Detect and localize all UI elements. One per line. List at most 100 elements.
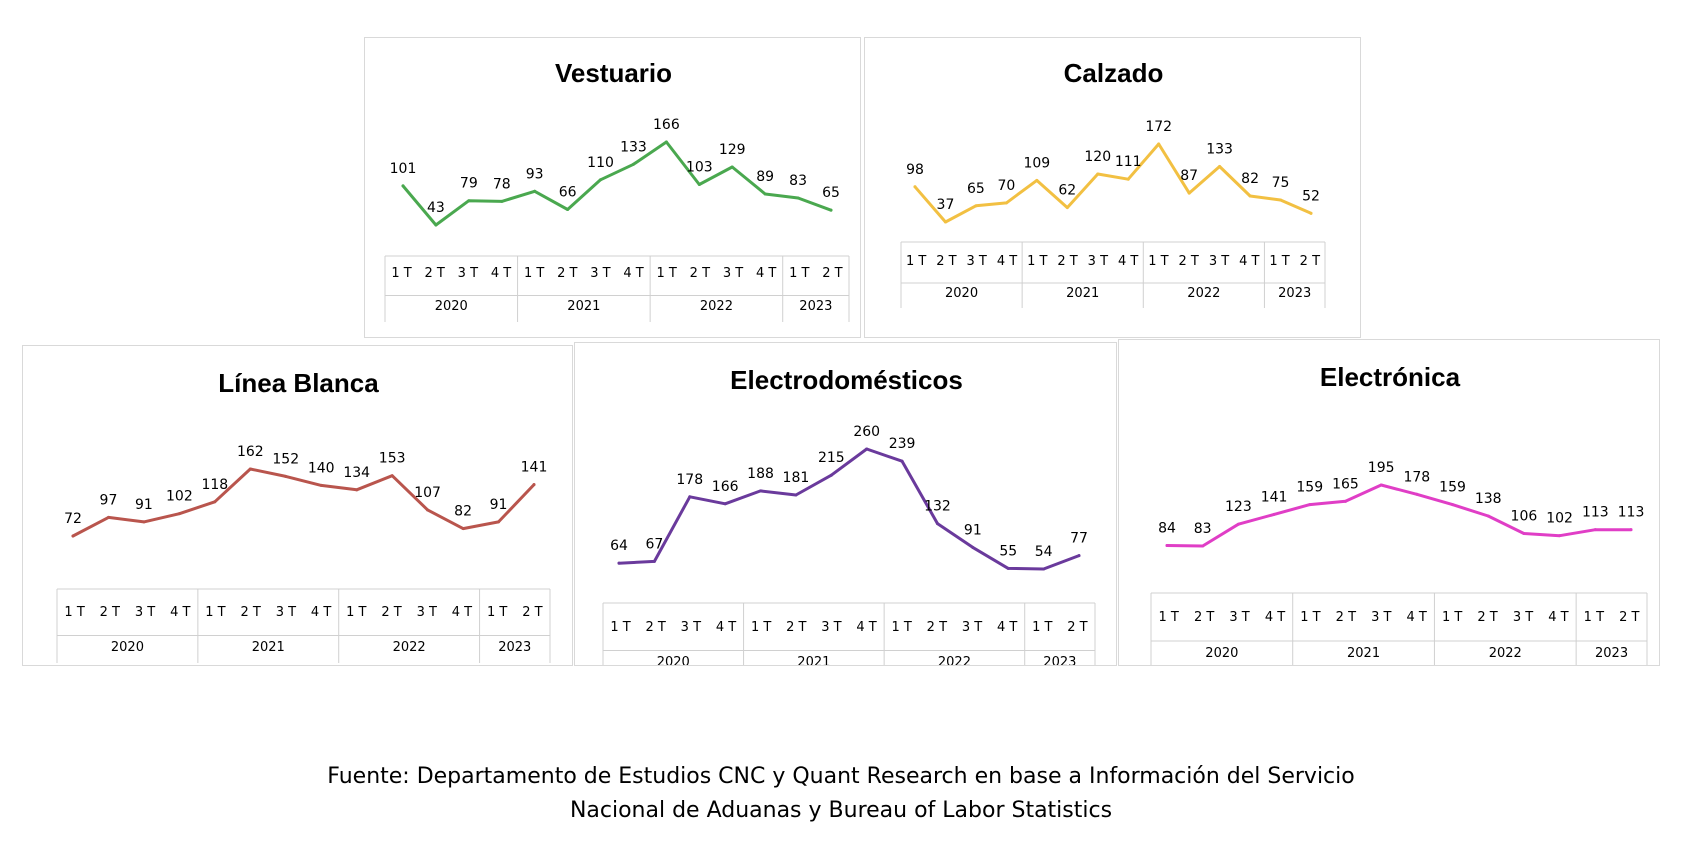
data-label: 87 — [1180, 168, 1198, 184]
x-axis-quarter-label: 1 T — [391, 266, 411, 281]
data-label: 134 — [343, 465, 370, 481]
data-label: 79 — [460, 176, 478, 192]
data-point — [1126, 177, 1130, 181]
chart-svg: Vestuario 2020 2021 2022 2023 1 T 2 T 3 T 4 T 1 T… — [384, 58, 850, 322]
data-point — [1522, 531, 1526, 535]
x-axis-quarter-label: 1 T — [892, 620, 912, 635]
data-label: 132 — [924, 499, 951, 515]
x-axis-quarter-label: 2 T — [1477, 610, 1497, 625]
x-axis-quarter-label: 1 T — [789, 266, 809, 281]
data-point — [71, 534, 75, 538]
data-label: 54 — [1035, 544, 1053, 560]
x-axis-quarter-label: 3 T — [1371, 610, 1391, 625]
data-label: 188 — [747, 466, 774, 482]
data-label: 98 — [906, 162, 924, 178]
data-point — [1248, 194, 1252, 198]
data-label: 172 — [1145, 119, 1172, 135]
x-axis-quarter-label: 3 T — [681, 620, 701, 635]
x-axis-quarter-label: 3 T — [821, 620, 841, 635]
chart-panel-vestuario: Vestuario 2020 2021 2022 2023 1 T 2 T 3 T 4 T 1 T… — [364, 37, 861, 338]
data-point — [1006, 566, 1010, 570]
data-point — [829, 473, 833, 477]
data-label: 181 — [783, 470, 810, 486]
series-line — [71, 467, 536, 538]
data-label: 113 — [1618, 505, 1645, 521]
x-axis-year-label: 2021 — [1347, 646, 1380, 661]
data-point — [900, 459, 904, 463]
data-label: 52 — [1302, 188, 1320, 204]
x-axis-quarter-label: 1 T — [487, 605, 507, 620]
x-axis-quarter-label: 2 T — [240, 605, 260, 620]
data-point — [500, 199, 504, 203]
data-point — [913, 185, 917, 189]
data-point — [390, 474, 394, 478]
data-point — [1236, 522, 1240, 526]
data-label: 109 — [1023, 155, 1050, 171]
data-point — [1309, 211, 1313, 215]
data-point — [284, 474, 288, 478]
x-axis-quarter-label: 4 T — [1239, 254, 1259, 269]
data-label: 91 — [964, 522, 982, 538]
data-label: 65 — [967, 181, 985, 197]
data-label: 138 — [1475, 491, 1502, 507]
x-axis-year-label: 2023 — [498, 640, 531, 655]
chart-title: Línea Blanca — [218, 368, 379, 398]
x-axis-year-label: 2021 — [567, 299, 600, 314]
data-point — [1165, 543, 1169, 547]
x-axis-quarter-label: 1 T — [524, 266, 544, 281]
x-axis-quarter-label: 2 T — [1067, 620, 1087, 635]
data-label: 111 — [1115, 154, 1142, 170]
data-label: 55 — [999, 543, 1017, 559]
data-label: 82 — [454, 504, 472, 520]
x-axis-quarter-label: 2 T — [936, 254, 956, 269]
x-axis-quarter-label: 1 T — [1300, 610, 1320, 625]
source-note: Fuente: Departamento de Estudios CNC y Q… — [0, 760, 1682, 828]
data-label: 84 — [1158, 520, 1176, 536]
x-axis-quarter-label: 2 T — [1057, 254, 1077, 269]
data-point — [943, 220, 947, 224]
data-point — [467, 199, 471, 203]
x-axis-quarter-label: 3 T — [417, 605, 437, 620]
data-label: 65 — [822, 185, 840, 201]
data-label: 82 — [1241, 171, 1259, 187]
data-point — [1218, 165, 1222, 169]
x-axis-quarter-label: 2 T — [786, 620, 806, 635]
data-label: 106 — [1511, 508, 1538, 524]
data-label: 75 — [1272, 175, 1290, 191]
x-axis-quarter-label: 4 T — [716, 620, 736, 635]
x-axis-quarter-label: 3 T — [723, 266, 743, 281]
x-axis-quarter-label: 1 T — [610, 620, 630, 635]
x-axis-quarter-label: 4 T — [997, 620, 1017, 635]
data-point — [1065, 206, 1069, 210]
data-point — [248, 467, 252, 471]
x-axis-year-label: 2020 — [111, 640, 144, 655]
data-label: 91 — [135, 497, 153, 513]
x-axis-year-label: 2022 — [1187, 286, 1220, 301]
data-point — [319, 483, 323, 487]
x-axis-quarter-label: 3 T — [1088, 254, 1108, 269]
x-axis-quarter-label: 4 T — [997, 254, 1017, 269]
data-point — [599, 178, 603, 182]
chart-title: Electrónica — [1320, 362, 1461, 392]
data-label: 83 — [1194, 521, 1212, 537]
x-axis-quarter-label: 1 T — [64, 605, 84, 620]
data-label: 37 — [937, 197, 955, 213]
data-point — [177, 512, 181, 516]
x-axis-quarter-label: 2 T — [1300, 254, 1320, 269]
data-label: 162 — [237, 444, 264, 460]
data-point — [1035, 178, 1039, 182]
data-label: 152 — [272, 451, 299, 467]
data-point — [796, 196, 800, 200]
data-point — [1157, 142, 1161, 146]
data-label: 260 — [853, 424, 880, 440]
chart-svg: Electrónica 2020 2021 2022 2023 1 T 2 T 3 T 4 T 1… — [1150, 362, 1648, 665]
data-label: 140 — [308, 460, 335, 476]
data-label: 110 — [587, 155, 614, 171]
data-label: 102 — [1546, 511, 1573, 527]
data-label: 64 — [610, 538, 628, 554]
x-axis-quarter-label: 3 T — [590, 266, 610, 281]
x-axis-quarter-label: 4 T — [623, 266, 643, 281]
data-point — [631, 162, 635, 166]
data-label: 72 — [64, 511, 82, 527]
x-axis-year-label: 2022 — [393, 640, 426, 655]
